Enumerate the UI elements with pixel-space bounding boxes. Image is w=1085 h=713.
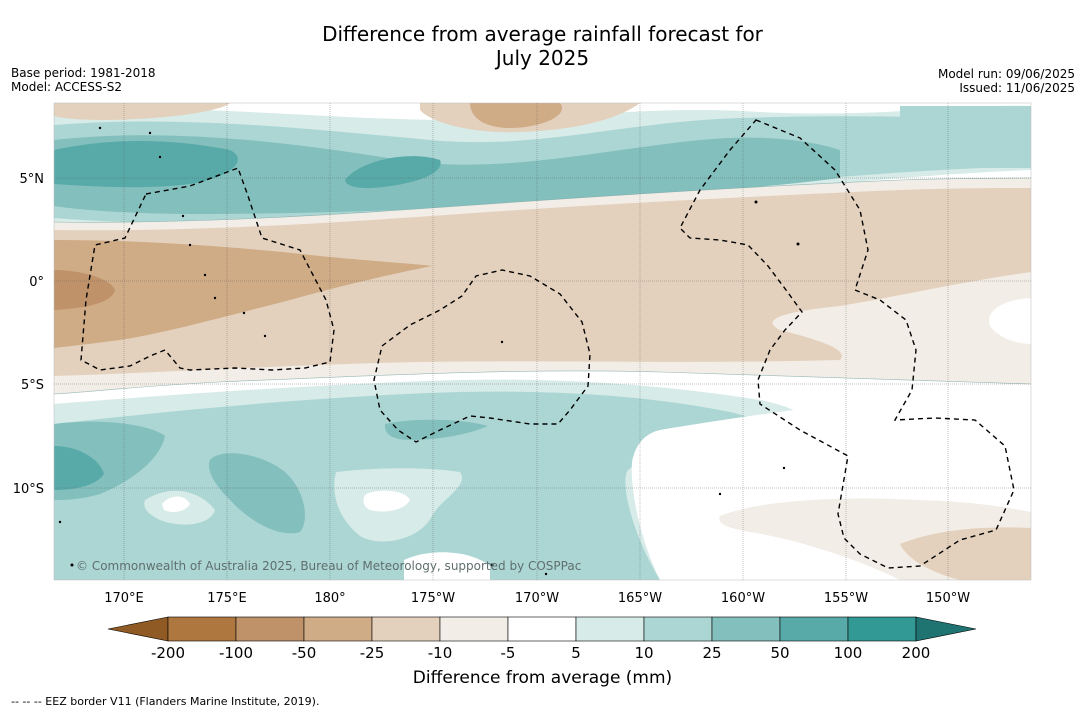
island	[98, 126, 102, 130]
map-title: Difference from average rainfall forecas…	[0, 22, 1085, 70]
map-field: © Commonwealth of Australia 2025, Bureau…	[54, 103, 1031, 580]
eez-tokelau	[373, 269, 591, 443]
lon-label-170E: 170°E	[104, 591, 144, 606]
lat-label-5N: 5°N	[20, 172, 45, 187]
island	[188, 243, 192, 247]
colorbar-bin	[507, 616, 577, 642]
wet-band-south-50	[54, 446, 104, 490]
lat-labels: 5°N 0° 5°S 10°S	[13, 172, 44, 497]
colorbar-extend-min	[107, 616, 169, 642]
colorbar-bin	[711, 616, 781, 642]
wet-band-north-50	[54, 141, 238, 188]
wet-blob-north	[345, 156, 441, 188]
lon-label-165W: 165°W	[618, 591, 662, 606]
island	[796, 242, 800, 246]
colorbar-tick-label: -5	[501, 644, 516, 662]
wet-blob-south-central	[384, 419, 488, 440]
island	[782, 466, 786, 470]
dry-band-25	[54, 240, 432, 348]
lon-label-150W: 150°W	[926, 591, 970, 606]
eez-line-islands	[679, 119, 1015, 569]
colorbar-tick-label: -200	[151, 644, 185, 662]
wet-blob-south	[208, 453, 305, 534]
island	[70, 563, 74, 567]
model-name: Model: ACCESS-S2	[11, 80, 123, 94]
colorbar-tick-label: 25	[702, 644, 721, 662]
colorbar-bin	[303, 616, 373, 642]
colorbar-bin	[167, 616, 237, 642]
colorbar: -200 -100 -50 -25 -10 -5 5 10 25 50 100 200	[107, 616, 977, 662]
island	[490, 563, 494, 567]
dry-band-50	[54, 270, 115, 310]
colorbar-tick-label: -10	[428, 644, 453, 662]
eez-kiribati-gilbert	[80, 167, 335, 371]
graticule	[54, 103, 1031, 580]
island	[158, 155, 162, 159]
colorbar-bin	[779, 616, 849, 642]
normal-pocket-south-west	[162, 496, 190, 512]
colorbar-tick-label: -50	[292, 644, 317, 662]
model-run: Model run: 09/06/2025	[937, 67, 1075, 81]
lon-label-175E: 175°E	[207, 591, 247, 606]
eez-footnote: -- -- -- EEZ border V11 (Flanders Marine…	[11, 695, 320, 708]
colorbar-tick-label: 200	[902, 644, 931, 662]
colorbar-tick-label: -100	[219, 644, 253, 662]
near-normal-east	[989, 298, 1031, 344]
normal-pocket-south	[363, 490, 410, 512]
lat-label-5S: 5°S	[21, 378, 44, 393]
colorbar-tick-label: 5	[571, 644, 581, 662]
issued-date: Issued: 11/06/2025	[959, 81, 1075, 95]
lon-label-155W: 155°W	[824, 591, 868, 606]
island	[544, 572, 548, 576]
copyright-text: © Commonwealth of Australia 2025, Bureau…	[76, 559, 581, 573]
base-period: Base period: 1981-2018	[11, 66, 156, 80]
island	[213, 296, 217, 300]
island	[754, 200, 758, 204]
wet-band-north-east	[871, 106, 1031, 168]
colorbar-bin	[643, 616, 713, 642]
lon-labels: 170°E 175°E 180° 175°W 170°W 165°W 160°W…	[104, 591, 970, 606]
lon-label-160W: 160°W	[721, 591, 765, 606]
eez-borders	[80, 119, 1015, 569]
colorbar-tick-label: -25	[360, 644, 385, 662]
island	[203, 273, 207, 277]
lat-label-0: 0°	[29, 275, 44, 290]
colorbar-bin	[575, 616, 645, 642]
lat-label-10S: 10°S	[13, 482, 44, 497]
colorbar-tick-label: 10	[634, 644, 653, 662]
colorbar-tick-label: 50	[770, 644, 789, 662]
title-line-2: July 2025	[495, 46, 590, 70]
meta-left: Base period: 1981-2018 Model: ACCESS-S2	[11, 66, 156, 94]
island	[263, 334, 267, 338]
island	[718, 492, 722, 496]
colorbar-label: Difference from average (mm)	[412, 668, 673, 688]
island	[181, 214, 185, 218]
colorbar-bin	[235, 616, 305, 642]
lon-label-170W: 170°W	[515, 591, 559, 606]
island	[148, 131, 152, 135]
dry-pocket-north-west	[54, 103, 230, 120]
dry-pocket-north-25	[470, 103, 562, 128]
island	[500, 340, 504, 344]
title-line-1: Difference from average rainfall forecas…	[322, 22, 763, 46]
islands	[58, 126, 800, 576]
island	[242, 311, 246, 315]
map-frame	[53, 102, 1032, 581]
lon-label-175W: 175°W	[411, 591, 455, 606]
colorbar-tick-label: 100	[834, 644, 863, 662]
colorbar-extend-max	[915, 616, 977, 642]
colorbar-bin	[439, 616, 509, 642]
colorbar-bin	[371, 616, 441, 642]
lon-label-180: 180°	[314, 591, 345, 606]
contour-lines	[54, 177, 1031, 395]
colorbar-bin	[847, 616, 917, 642]
dry-band-10	[54, 188, 1031, 376]
meta-right: Model run: 09/06/2025 Issued: 11/06/2025	[938, 67, 1075, 95]
normal-pocket-south-central	[404, 552, 490, 580]
island	[58, 520, 62, 524]
dry-region-south-east-10	[900, 527, 1031, 580]
